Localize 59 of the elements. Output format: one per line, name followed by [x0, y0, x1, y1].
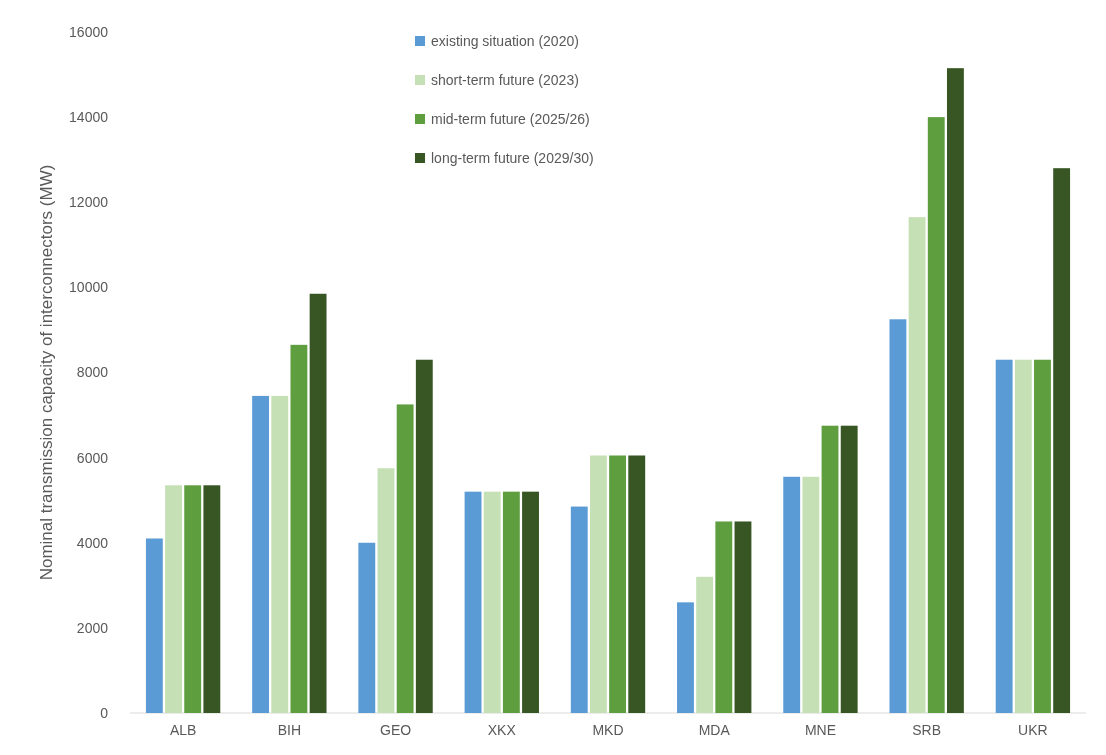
- x-tick-label: MDA: [698, 721, 731, 738]
- x-tick-label: XKX: [487, 721, 517, 738]
- bar: [203, 485, 221, 713]
- bar: [802, 476, 820, 713]
- y-axis-title: Nominal transmission capacity of interconnectors (MW): [37, 164, 56, 581]
- x-tick-label: UKR: [1018, 721, 1048, 738]
- bar: [1014, 359, 1032, 713]
- bar: [165, 485, 182, 713]
- bar: [1034, 359, 1051, 713]
- bar: [464, 491, 482, 713]
- legend-label: short-term future (2023): [431, 72, 579, 88]
- y-tick-label: 12000: [69, 194, 109, 211]
- bar: [290, 344, 308, 713]
- bar: [358, 542, 376, 713]
- bar: [734, 521, 752, 713]
- y-tick-label: 14000: [69, 109, 109, 126]
- bar: [946, 68, 964, 713]
- y-tick-label: 16000: [69, 23, 109, 40]
- bar: [783, 476, 801, 713]
- y-tick-label: 10000: [69, 279, 109, 296]
- bar: [821, 425, 839, 713]
- x-tick-label: MNE: [804, 721, 837, 738]
- bar: [995, 359, 1013, 713]
- bar: [483, 491, 501, 713]
- x-tick-label: MKD: [592, 721, 624, 738]
- bar: [677, 602, 694, 713]
- bar: [628, 455, 646, 713]
- bar: [1053, 168, 1071, 713]
- bar: [715, 521, 733, 713]
- x-tick-label: GEO: [379, 721, 412, 738]
- bar: [927, 117, 945, 713]
- legend-label: existing situation (2020): [431, 33, 579, 49]
- bar: [396, 404, 414, 713]
- bar: [252, 395, 270, 713]
- bar: [502, 491, 520, 713]
- x-tick-label: SRB: [912, 721, 942, 738]
- y-tick-label: 4000: [76, 534, 109, 551]
- x-tick-label: BIH: [277, 721, 302, 738]
- bar: [840, 425, 858, 713]
- legend-label: long-term future (2029/30): [431, 150, 594, 166]
- bar: [589, 455, 607, 713]
- bar: [570, 506, 588, 713]
- bar: [309, 293, 327, 713]
- y-tick-label: 8000: [76, 364, 109, 381]
- x-tick-label: ALB: [169, 721, 197, 738]
- bar: [377, 468, 395, 713]
- bar: [889, 319, 907, 713]
- bar: [908, 217, 926, 713]
- bar: [415, 359, 433, 713]
- bar: [609, 455, 627, 713]
- bar: [696, 576, 714, 713]
- bar: [522, 491, 539, 713]
- legend-label: mid-term future (2025/26): [431, 111, 590, 127]
- bar: [184, 485, 202, 713]
- bar: [145, 538, 163, 713]
- y-tick-label: 0: [100, 704, 109, 721]
- bar: [271, 395, 289, 713]
- y-tick-label: 6000: [76, 449, 109, 466]
- y-tick-label: 2000: [76, 619, 109, 636]
